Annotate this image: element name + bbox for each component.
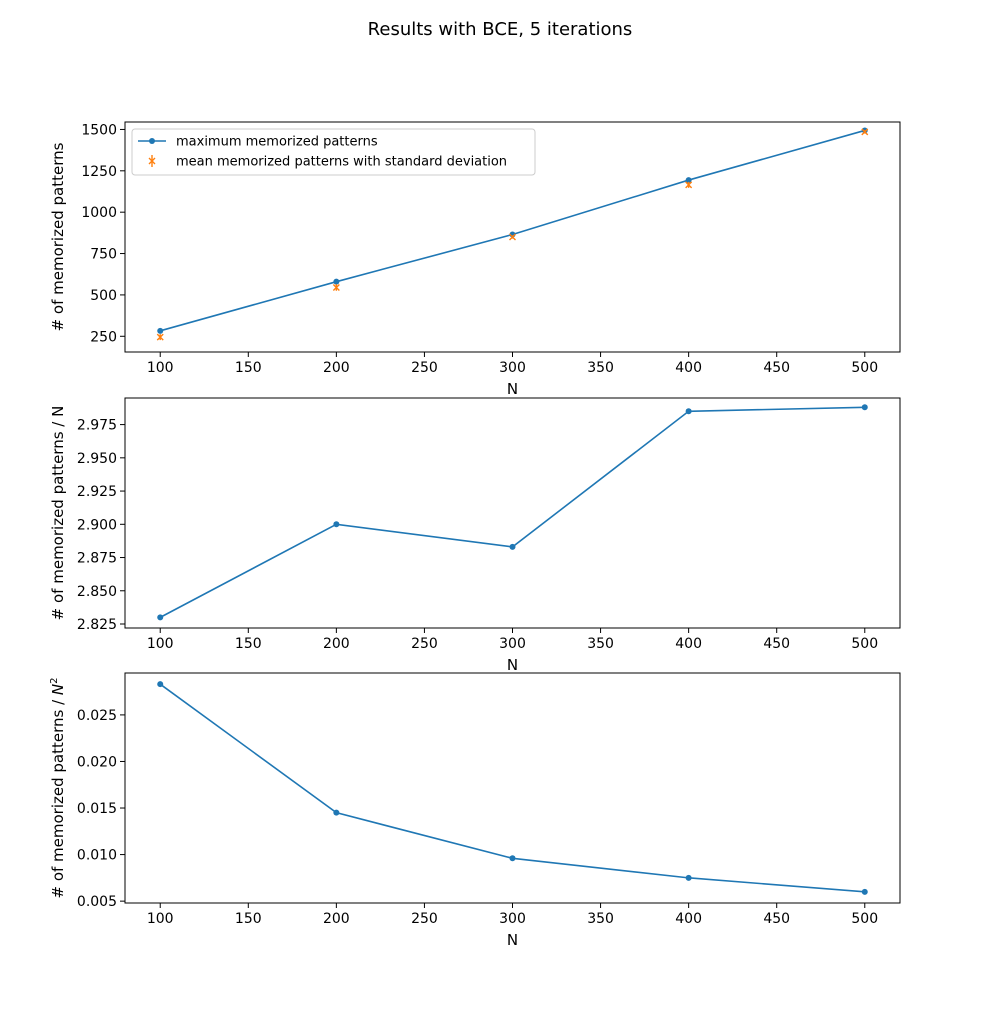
y-tick-label: 1250: [81, 164, 117, 180]
subplot-3: 100 150 200 250 300 350 400 450 500 0.005 0.010 0.0…: [49, 672, 901, 949]
legend-x-swatch: [148, 157, 156, 165]
series-line: [159, 406, 865, 619]
x-axis-label: N: [507, 931, 518, 949]
y-tick-label: 2.850: [77, 584, 117, 600]
legend-label: mean memorized patterns with standard de…: [176, 155, 507, 170]
x-tick-label: 300: [499, 360, 526, 376]
error-point: [509, 233, 516, 241]
error-point: [861, 128, 869, 136]
y-axis-label: # of memorized patterns / N2: [49, 677, 67, 898]
y-axis-label-text: # of memorized patterns /: [49, 695, 67, 898]
y-axis-label: # of memorized patterns: [49, 142, 67, 331]
y-tick-label: 0.010: [77, 848, 117, 864]
y-tick-label: 500: [90, 288, 117, 304]
x-tick-label: 350: [587, 911, 614, 927]
y-tick-label: 2.825: [77, 617, 117, 633]
x-tick-label: 100: [147, 360, 174, 376]
x-tick-label: 350: [587, 636, 614, 652]
y-tick-label: 2.875: [77, 551, 117, 567]
data-point: [157, 614, 164, 621]
data-point: [157, 681, 164, 688]
legend-frame: [131, 128, 536, 176]
x-axis-label: N: [507, 380, 518, 398]
x-tick-label: 450: [763, 911, 790, 927]
x-tick-label: 350: [587, 360, 614, 376]
x-tick-label: 450: [763, 636, 790, 652]
x-tick-label: 450: [763, 360, 790, 376]
x-tick-label: 400: [675, 911, 702, 927]
x-tick-label: 500: [851, 911, 878, 927]
x-tick-label: 150: [235, 636, 262, 652]
y-tick-label: 0.025: [77, 708, 117, 724]
x-tick-label: 300: [499, 911, 526, 927]
data-point: [861, 888, 868, 895]
y-tick-label: 1000: [81, 205, 117, 221]
error-point: [685, 181, 693, 189]
y-axis-label: # of memorized patterns / N: [49, 406, 67, 621]
axes-frame: [124, 672, 901, 904]
x-tick-label: 400: [675, 360, 702, 376]
y-tick-label: 2.900: [77, 517, 117, 533]
y-tick-label: 0.005: [77, 894, 117, 910]
subplots: 100 150 200 250 300 350 400 450 5002505007501000…: [49, 121, 901, 949]
data-point: [333, 521, 340, 528]
x-tick-label: 150: [235, 360, 262, 376]
x-tick-label: 300: [499, 636, 526, 652]
error-point: [156, 333, 164, 341]
y-tick-label: 250: [90, 329, 117, 345]
data-point: [685, 408, 692, 415]
x-tick-label: 250: [411, 360, 438, 376]
y-tick-label: 1500: [81, 122, 117, 138]
subplot-2: 100 150 200 250 300 350 400 450 500 2.825 2.850 2.8…: [49, 397, 901, 674]
x-tick-label: 100: [147, 636, 174, 652]
figure-title: Results with BCE, 5 iterations: [368, 19, 633, 40]
y-tick-label: 750: [90, 247, 117, 263]
data-point: [333, 809, 340, 816]
y-tick-label: 0.020: [77, 754, 117, 770]
y-axis-label-variable: N: [49, 684, 67, 695]
x-tick-label: 100: [147, 911, 174, 927]
x-tick-label: 500: [851, 360, 878, 376]
data-point: [861, 404, 868, 411]
legend-label: maximum memorized patterns: [176, 135, 378, 150]
data-point: [685, 874, 692, 881]
error-point: [332, 283, 340, 291]
x-tick-label: 500: [851, 636, 878, 652]
axes-frame: [124, 397, 901, 629]
y-tick-label: 2.975: [77, 418, 117, 434]
y-tick-label: 0.015: [77, 801, 117, 817]
x-tick-label: 400: [675, 636, 702, 652]
data-point: [509, 543, 516, 550]
y-tick-label: 2.950: [77, 451, 117, 467]
data-point: [157, 327, 164, 334]
x-tick-label: 250: [411, 911, 438, 927]
y-axis-label-exponent: 2: [49, 677, 60, 683]
subplot-1: 100 150 200 250 300 350 400 450 500 250 500 750 1000…: [49, 121, 901, 398]
x-axis-label: N: [507, 656, 518, 674]
data-point: [685, 177, 692, 184]
y-tick-label: 2.925: [77, 484, 117, 500]
legend-marker-swatch: [149, 138, 155, 144]
data-point: [333, 278, 340, 285]
legend: maximum memorized patterns mean memorized…: [131, 128, 536, 176]
x-tick-label: 200: [323, 360, 350, 376]
x-tick-label: 200: [323, 911, 350, 927]
x-tick-label: 150: [235, 911, 262, 927]
x-tick-label: 200: [323, 636, 350, 652]
data-point: [509, 855, 516, 862]
x-tick-label: 250: [411, 636, 438, 652]
